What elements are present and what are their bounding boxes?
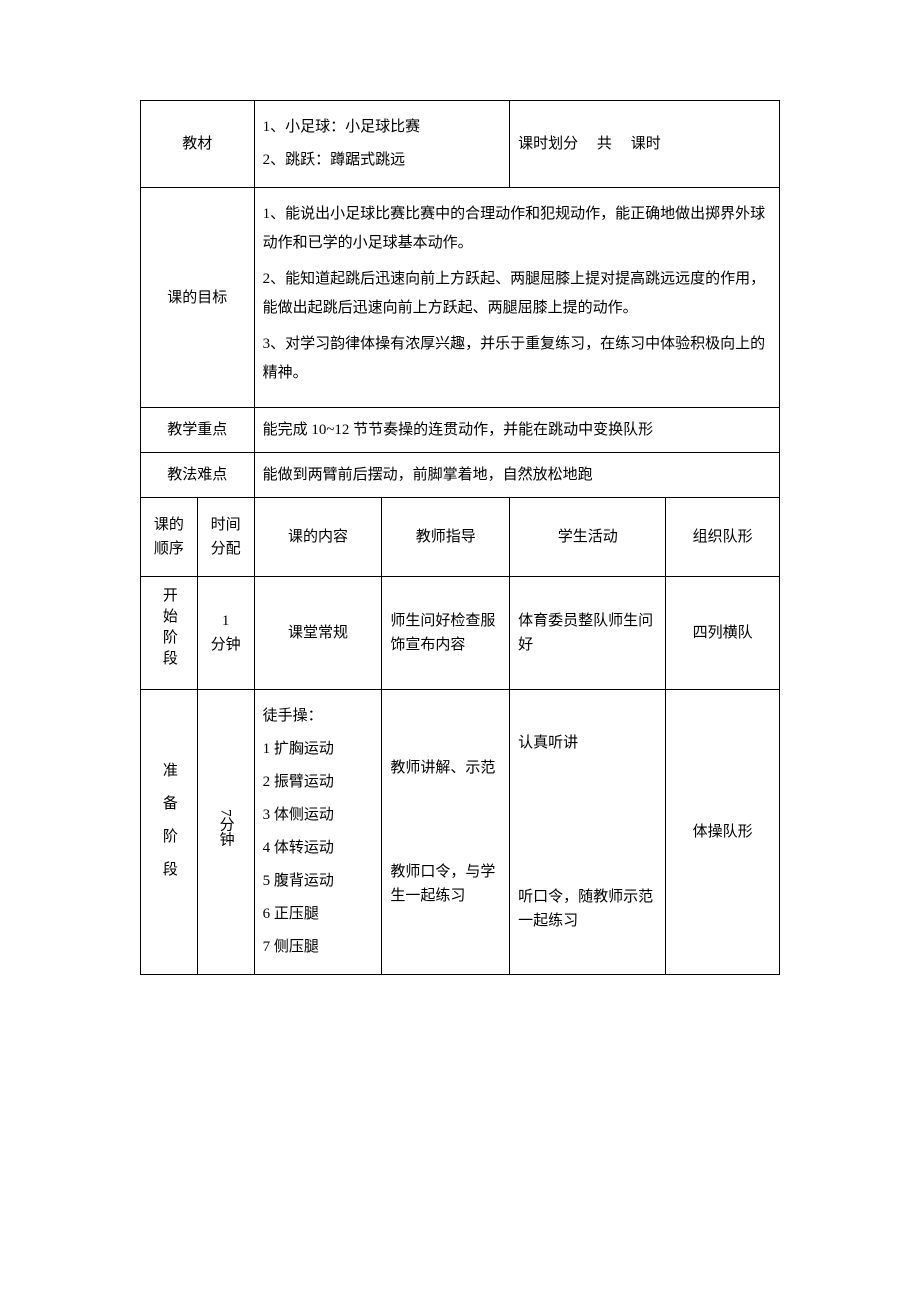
period-cell: 课时划分 共 课时 xyxy=(510,101,780,188)
stage2-content: 徒手操： 1 扩胸运动 2 振臂运动 3 体侧运动 4 体转运动 5 腹背运动 … xyxy=(254,690,382,975)
goals-row: 课的目标 1、能说出小足球比赛比赛中的合理动作和犯规动作，能正确地做出掷界外球动… xyxy=(141,188,780,408)
stage1-content: 课堂常规 xyxy=(254,577,382,690)
period-gong: 共 xyxy=(597,136,612,152)
period-keshi: 课时 xyxy=(631,136,661,152)
header-content: 课的内容 xyxy=(254,498,382,577)
keypoint-content: 能完成 10~12 节节奏操的连贯动作，并能在跳动中变换队形 xyxy=(254,408,779,453)
stage2-student: 认真听讲 听口令，随教师示范一起练习 xyxy=(510,690,666,975)
stage-prep-row: 准备阶段 7分钟 徒手操： 1 扩胸运动 2 振臂运动 3 体侧运动 4 体转运… xyxy=(141,690,780,975)
stage1-teacher: 师生问好检查服饰宣布内容 xyxy=(382,577,510,690)
material-line2: 2、跳跃：蹲踞式跳远 xyxy=(263,144,502,177)
goal-3: 3、对学习韵律体操有浓厚兴趣，并乐于重复练习，在练习中体验积极向上的精神。 xyxy=(263,330,771,387)
lesson-plan-table: 教材 1、小足球：小足球比赛 2、跳跃：蹲踞式跳远 课时划分 共 课时 课的目标… xyxy=(140,100,780,975)
stage2-formation: 体操队形 xyxy=(666,690,780,975)
header-student: 学生活动 xyxy=(510,498,666,577)
column-headers: 课的顺序 时间分配 课的内容 教师指导 学生活动 组织队形 xyxy=(141,498,780,577)
keypoint-row: 教学重点 能完成 10~12 节节奏操的连贯动作，并能在跳动中变换队形 xyxy=(141,408,780,453)
material-line1: 1、小足球：小足球比赛 xyxy=(263,111,502,144)
material-label: 教材 xyxy=(141,101,255,188)
goal-1: 1、能说出小足球比赛比赛中的合理动作和犯规动作，能正确地做出掷界外球动作和已学的… xyxy=(263,200,771,257)
goals-label: 课的目标 xyxy=(141,188,255,408)
period-label: 课时划分 xyxy=(518,136,578,152)
stage2-teacher: 教师讲解、示范 教师口令，与学生一起练习 xyxy=(382,690,510,975)
difficulty-row: 教法难点 能做到两臂前后摆动，前脚掌着地，自然放松地跑 xyxy=(141,453,780,498)
header-time: 时间分配 xyxy=(197,498,254,577)
stage2-time: 7分钟 xyxy=(197,690,254,975)
goals-content: 1、能说出小足球比赛比赛中的合理动作和犯规动作，能正确地做出掷界外球动作和已学的… xyxy=(254,188,779,408)
header-teacher: 教师指导 xyxy=(382,498,510,577)
difficulty-content: 能做到两臂前后摆动，前脚掌着地，自然放松地跑 xyxy=(254,453,779,498)
difficulty-label: 教法难点 xyxy=(141,453,255,498)
header-sequence: 课的顺序 xyxy=(141,498,198,577)
stage2-name: 准备阶段 xyxy=(141,690,198,975)
stage1-time: 1 分钟 xyxy=(197,577,254,690)
stage1-formation: 四列横队 xyxy=(666,577,780,690)
stage1-name: 开始阶段 xyxy=(141,577,198,690)
header-formation: 组织队形 xyxy=(666,498,780,577)
keypoint-label: 教学重点 xyxy=(141,408,255,453)
material-content: 1、小足球：小足球比赛 2、跳跃：蹲踞式跳远 xyxy=(254,101,510,188)
stage-start-row: 开始阶段 1 分钟 课堂常规 师生问好检查服饰宣布内容 体育委员整队师生问好 四… xyxy=(141,577,780,690)
material-row: 教材 1、小足球：小足球比赛 2、跳跃：蹲踞式跳远 课时划分 共 课时 xyxy=(141,101,780,188)
stage1-student: 体育委员整队师生问好 xyxy=(510,577,666,690)
goal-2: 2、能知道起跳后迅速向前上方跃起、两腿屈膝上提对提高跳远远度的作用，能做出起跳后… xyxy=(263,265,771,322)
